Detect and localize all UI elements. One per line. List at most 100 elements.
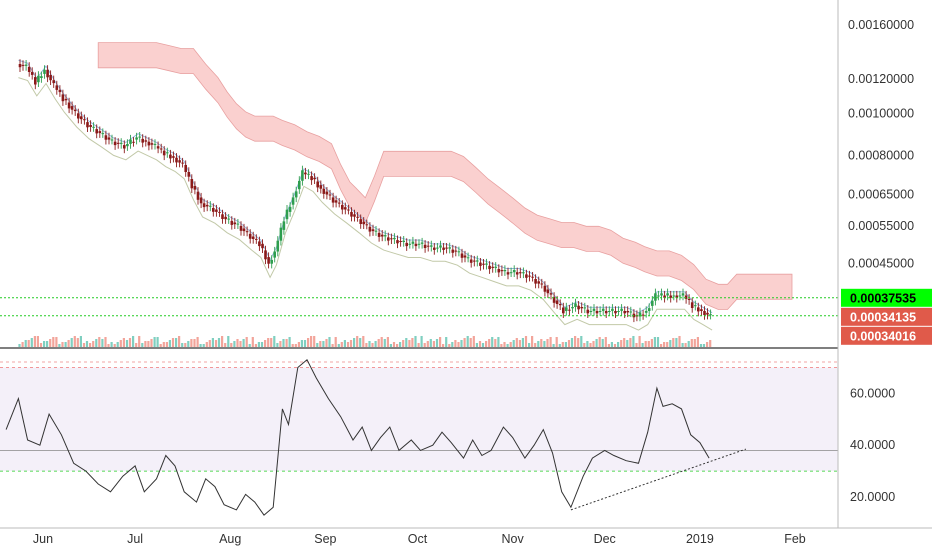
time-axis-tick-label: Oct [408, 532, 428, 546]
price-axis-tick-label: 0.00120000 [848, 72, 914, 86]
candle-body [663, 295, 666, 298]
candle-body [657, 295, 660, 297]
candle-body [528, 275, 531, 277]
volume-bar [402, 340, 405, 347]
volume-bar [248, 344, 251, 347]
volume-bar [297, 342, 300, 347]
candle-body [40, 76, 43, 78]
volume-bar [104, 337, 107, 347]
volume-bar [211, 338, 214, 347]
price-axis-tick-label: 0.00045000 [848, 257, 914, 271]
candle-body [617, 311, 620, 312]
candle-body [709, 314, 712, 316]
candle-body [138, 136, 141, 138]
volume-bar [138, 336, 141, 347]
rsi-line [5, 359, 710, 516]
volume-bar [24, 340, 27, 347]
candle-body [175, 157, 178, 163]
candle-body [77, 113, 80, 119]
volume-bar [337, 344, 340, 347]
candle-body [660, 293, 663, 296]
volume-bar [260, 342, 264, 347]
volume-bar [221, 336, 224, 347]
volume-bar [555, 337, 558, 347]
candle-body [270, 259, 273, 264]
candle-body [690, 302, 694, 308]
candle-body [488, 265, 491, 270]
candle-body [30, 72, 34, 75]
candle-body [451, 249, 455, 253]
candle-body [586, 309, 590, 314]
volume-bar [632, 336, 635, 347]
volume-bar [448, 344, 451, 347]
volume-bar [389, 344, 392, 347]
volume-bar [217, 338, 221, 347]
candle-body [552, 296, 556, 303]
candle-body [442, 247, 445, 250]
time-axis-tick-label: Jun [33, 532, 53, 546]
price-badge-label: 0.00037535 [850, 291, 916, 305]
candle-body [236, 223, 240, 225]
volume-bar [475, 343, 478, 347]
volume-bar [546, 339, 549, 347]
candle-body [307, 173, 310, 175]
volume-bar [512, 340, 515, 347]
volume-bar [233, 341, 236, 347]
volume-bar [595, 339, 598, 347]
candle-body [328, 194, 332, 196]
candle-body [509, 272, 513, 274]
candle-body [565, 307, 568, 311]
candle-body [534, 279, 537, 284]
candle-body [187, 172, 191, 177]
volume-bar [303, 340, 307, 347]
candle-body [485, 263, 488, 265]
price-badge-label: 0.00034016 [850, 329, 916, 343]
candle-body [150, 143, 154, 145]
volume-bar [518, 340, 521, 347]
candle-body [310, 176, 313, 181]
volume-bar [423, 343, 426, 347]
volume-bar [435, 339, 439, 347]
volume-bar [531, 336, 534, 347]
rsi-axis-tick-label: 60.0000 [850, 386, 895, 400]
volume-bar [175, 338, 178, 347]
candle-body [89, 125, 92, 127]
volume-bar [165, 342, 168, 347]
candle-body [522, 272, 525, 274]
volume-bar [644, 341, 647, 347]
candle-body [184, 165, 187, 172]
candle-body [408, 243, 412, 245]
volume-bar [687, 341, 690, 347]
volume-bar [675, 338, 678, 347]
volume-bar [319, 341, 322, 347]
ichimoku-cloud [97, 42, 793, 310]
candle-body [18, 64, 22, 68]
time-axis-tick-label: Sep [314, 532, 336, 546]
volume-bar [564, 342, 567, 347]
candle-body [473, 260, 476, 262]
candle-body [359, 219, 362, 224]
volume-bar [521, 338, 524, 347]
volume-bar [30, 338, 33, 347]
volume-bar [362, 336, 365, 347]
volume-bar [214, 340, 218, 347]
volume-bar [629, 338, 632, 347]
candle-body [460, 253, 464, 258]
volume-bar [528, 343, 531, 347]
candle-body [506, 272, 510, 275]
volume-bar [359, 338, 362, 347]
volume-bar [181, 343, 184, 347]
volume-bar [534, 343, 537, 347]
volume-bar [196, 337, 199, 347]
candle-body [439, 245, 442, 248]
volume-bar [239, 341, 242, 347]
candle-body [356, 216, 359, 218]
volume-bar [380, 337, 383, 347]
candle-body [331, 197, 335, 203]
volume-bar [356, 336, 359, 347]
volume-bar [73, 336, 76, 347]
candle-body [251, 236, 255, 239]
volume-bar [620, 340, 623, 347]
volume-bar [709, 340, 712, 347]
